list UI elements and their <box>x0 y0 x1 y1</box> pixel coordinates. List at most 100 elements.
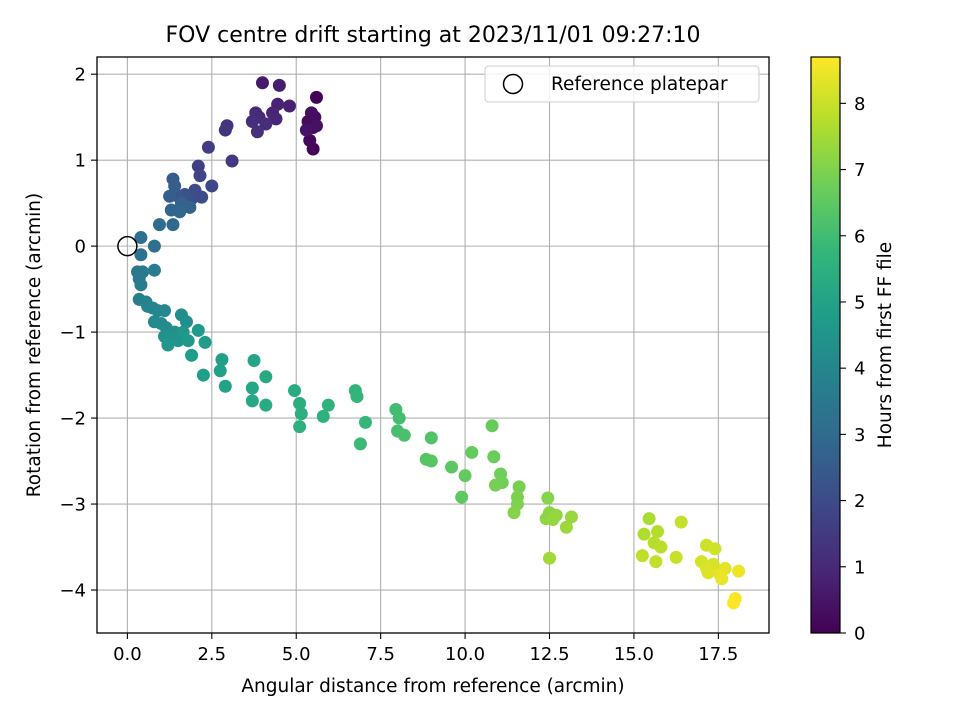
data-point <box>168 179 182 193</box>
colorbar-tick-label: 1 <box>854 557 865 578</box>
data-point <box>218 379 232 393</box>
data-point <box>715 572 729 586</box>
reference-platepar-marker <box>117 235 138 257</box>
colorbar: 0 1 2 3 4 5 6 7 8 Hours from first FF file <box>810 56 896 645</box>
data-point <box>191 323 205 337</box>
data-point <box>245 114 259 128</box>
data-point <box>485 419 499 433</box>
data-point <box>321 398 335 412</box>
data-point <box>543 551 557 565</box>
data-point <box>353 437 367 451</box>
colorbar-frame <box>810 56 841 634</box>
x-tick-label: 5.0 <box>282 644 311 665</box>
legend-marker-circle-icon <box>502 73 524 95</box>
data-point <box>152 218 166 232</box>
colorbar-tick-label: 0 <box>854 624 865 645</box>
data-point <box>309 90 323 104</box>
data-point <box>201 140 215 154</box>
data-point <box>637 527 651 541</box>
data-point <box>134 248 148 262</box>
colorbar-tick-label: 8 <box>854 94 865 115</box>
data-point <box>350 390 364 404</box>
data-point <box>247 353 261 367</box>
data-point <box>727 596 741 610</box>
data-point <box>259 398 273 412</box>
data-point <box>465 445 479 459</box>
data-point <box>293 420 307 434</box>
data-point <box>303 133 317 147</box>
data-point <box>316 409 330 423</box>
data-point <box>642 512 656 526</box>
data-point <box>669 550 683 564</box>
x-tick-label: 15.0 <box>614 644 654 665</box>
data-point <box>161 338 175 352</box>
plot-area-frame <box>96 56 770 634</box>
data-point <box>179 315 193 329</box>
x-tick-label: 17.5 <box>698 644 738 665</box>
data-point <box>512 480 526 494</box>
data-point <box>250 125 264 139</box>
data-point <box>288 384 302 398</box>
data-point <box>181 334 195 348</box>
data-point <box>299 123 313 137</box>
data-point <box>701 566 715 580</box>
data-point <box>358 415 372 429</box>
data-point <box>392 411 406 425</box>
data-point <box>198 335 212 349</box>
data-point <box>282 99 296 113</box>
data-point <box>215 353 229 367</box>
y-tick-label: 1 <box>75 151 86 172</box>
data-point <box>196 368 210 382</box>
data-point <box>458 469 472 483</box>
y-tick-label: 0 <box>75 237 86 258</box>
data-point <box>732 564 746 578</box>
data-point <box>293 396 307 410</box>
legend: Reference platepar <box>484 65 760 103</box>
data-point <box>559 520 573 534</box>
data-point <box>294 407 308 421</box>
x-tick-label: 7.5 <box>366 644 395 665</box>
x-axis-label: Angular distance from reference (arcmin) <box>241 676 624 697</box>
data-point <box>245 381 259 395</box>
data-point <box>158 304 172 318</box>
data-point <box>654 540 668 554</box>
colorbar-tick-label: 5 <box>854 292 865 313</box>
legend-box <box>484 65 760 103</box>
data-point <box>245 394 259 408</box>
data-point <box>166 218 180 232</box>
x-tick-label: 0.0 <box>113 644 142 665</box>
data-point <box>163 189 177 203</box>
data-point <box>455 490 469 504</box>
data-point <box>147 239 161 253</box>
data-point <box>651 525 665 539</box>
y-axis-label: Rotation from reference (arcmin) <box>24 193 45 497</box>
data-point <box>445 460 459 474</box>
x-tick-label: 12.5 <box>529 644 569 665</box>
colorbar-tick-label: 4 <box>854 359 865 380</box>
colorbar-tick-label: 3 <box>854 425 865 446</box>
data-point <box>218 123 232 137</box>
y-tick-label: 2 <box>75 65 86 86</box>
data-point <box>213 364 227 378</box>
data-point <box>488 478 502 492</box>
data-point <box>309 119 323 133</box>
data-point <box>507 506 521 520</box>
data-point <box>546 513 560 527</box>
colorbar-tick-label: 2 <box>854 491 865 512</box>
data-point <box>259 117 273 131</box>
data-point <box>541 491 555 505</box>
data-point <box>424 431 438 445</box>
colorbar-tick-label: 6 <box>854 226 865 247</box>
data-point <box>674 515 688 529</box>
y-tick-label: −3 <box>59 495 86 516</box>
data-point <box>134 231 148 245</box>
data-point <box>205 179 219 193</box>
x-tick-label: 10.0 <box>445 644 485 665</box>
y-tick-label: −1 <box>59 323 86 344</box>
data-point <box>487 450 501 464</box>
x-tick-label: 2.5 <box>197 644 226 665</box>
colorbar-gradient <box>811 57 840 633</box>
x-axis-ticks: 0.0 2.5 5.0 7.5 10.0 12.5 15.0 17.5 <box>113 633 738 665</box>
data-point <box>397 428 411 442</box>
